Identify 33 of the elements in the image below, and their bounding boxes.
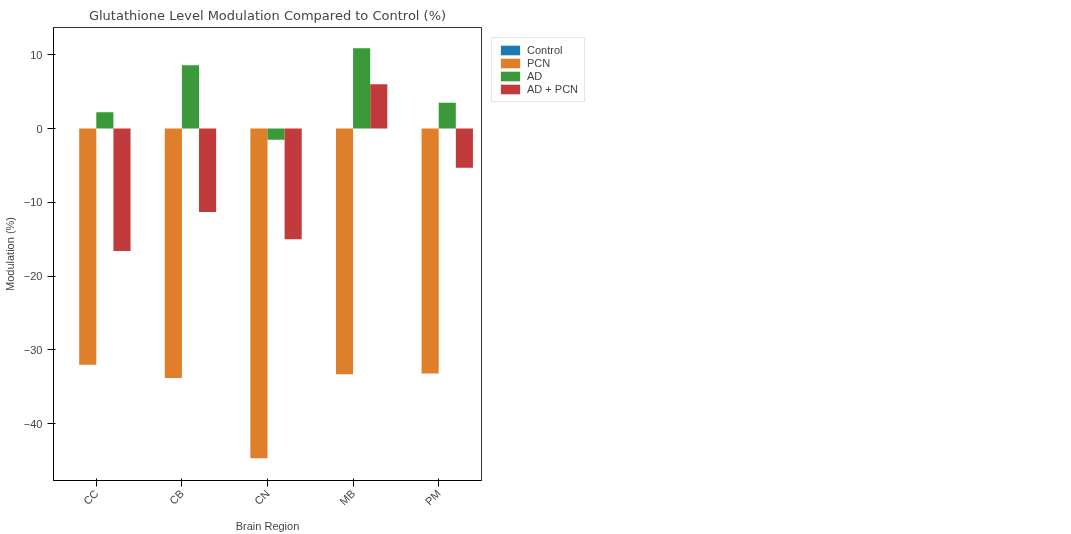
x-tick-label: CC (80, 487, 101, 507)
legend-label: AD + PCN (527, 83, 579, 95)
bar (421, 128, 439, 374)
y-tick-label: −40 (23, 417, 43, 430)
bar (353, 48, 371, 129)
bar (267, 128, 285, 140)
x-tick-label: CN (252, 487, 272, 507)
bar (455, 128, 473, 168)
bar (438, 102, 456, 129)
y-tick-label: −20 (23, 270, 43, 283)
y-tick-label: −10 (23, 196, 43, 209)
legend-label: AD (527, 70, 544, 82)
bar (96, 112, 114, 129)
x-axis-title: Brain Region (235, 519, 300, 532)
bar (199, 128, 217, 212)
y-tick-label: 0 (36, 122, 43, 135)
legend-label: Control (527, 44, 563, 56)
bar (335, 128, 354, 375)
x-tick-label: PM (422, 487, 443, 508)
bar (79, 128, 97, 365)
y-tick-label: −30 (23, 343, 43, 356)
bar (181, 65, 200, 129)
bar (164, 128, 182, 378)
bar (284, 128, 302, 240)
x-tick-label: CB (166, 487, 187, 507)
bar (250, 128, 268, 459)
legend-label: PCN (527, 57, 551, 69)
bar (113, 128, 131, 252)
x-tick-label: MB (337, 487, 358, 508)
bar (370, 84, 388, 129)
chart-title: Glutathione Level Modulation Compared to Control (%) (88, 7, 447, 23)
y-tick-label: 10 (30, 48, 43, 61)
y-axis-title: Modulation (%) (3, 217, 16, 291)
